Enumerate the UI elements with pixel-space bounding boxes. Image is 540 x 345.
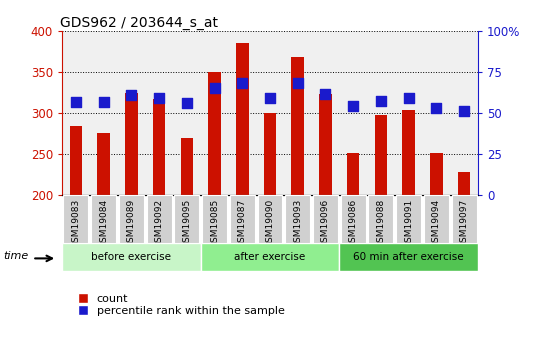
Bar <box>451 195 476 243</box>
Bar <box>64 195 89 243</box>
Text: after exercise: after exercise <box>234 252 306 262</box>
Bar <box>396 195 421 243</box>
Bar <box>424 195 449 243</box>
Point <box>210 86 219 91</box>
Bar <box>62 243 201 271</box>
Bar <box>339 243 478 271</box>
Bar <box>258 195 282 243</box>
Bar <box>97 133 110 195</box>
Text: GSM19094: GSM19094 <box>432 199 441 248</box>
Bar <box>70 126 82 195</box>
Point <box>376 98 385 104</box>
Point <box>127 92 136 98</box>
Bar <box>236 42 248 195</box>
Text: GSM19091: GSM19091 <box>404 199 413 248</box>
Bar <box>402 110 415 195</box>
Text: GSM19089: GSM19089 <box>127 199 136 248</box>
Text: GSM19083: GSM19083 <box>71 199 80 248</box>
Bar <box>368 195 393 243</box>
Legend: count, percentile rank within the sample: count, percentile rank within the sample <box>79 294 285 316</box>
Bar <box>153 99 165 195</box>
Point <box>183 100 191 106</box>
Bar <box>201 243 339 271</box>
Text: GSM19087: GSM19087 <box>238 199 247 248</box>
Bar <box>375 116 387 195</box>
Bar <box>264 113 276 195</box>
Text: GSM19093: GSM19093 <box>293 199 302 248</box>
Text: GSM19090: GSM19090 <box>266 199 274 248</box>
Bar <box>91 195 116 243</box>
Bar <box>202 195 227 243</box>
Text: GSM19085: GSM19085 <box>210 199 219 248</box>
Text: before exercise: before exercise <box>91 252 171 262</box>
Bar <box>458 172 470 195</box>
Text: GSM19096: GSM19096 <box>321 199 330 248</box>
Bar <box>208 72 221 195</box>
Text: GSM19095: GSM19095 <box>183 199 191 248</box>
Text: GSM19086: GSM19086 <box>349 199 357 248</box>
Bar <box>347 153 360 195</box>
Bar <box>125 92 138 195</box>
Bar <box>341 195 366 243</box>
Point <box>404 96 413 101</box>
Bar <box>230 195 255 243</box>
Point <box>155 96 164 101</box>
Point <box>293 80 302 86</box>
Point <box>99 100 108 105</box>
Text: GSM19084: GSM19084 <box>99 199 108 248</box>
Text: GSM19088: GSM19088 <box>376 199 386 248</box>
Point <box>321 91 330 97</box>
Bar <box>292 57 304 195</box>
Point <box>238 81 247 86</box>
Bar <box>147 195 172 243</box>
Point <box>72 100 80 105</box>
Text: GSM19097: GSM19097 <box>460 199 469 248</box>
Point <box>432 105 441 111</box>
Bar <box>430 153 443 195</box>
Text: 60 min after exercise: 60 min after exercise <box>353 252 464 262</box>
Text: time: time <box>3 251 29 260</box>
Point <box>460 109 468 114</box>
Bar <box>174 195 199 243</box>
Point <box>349 104 357 109</box>
Bar <box>180 138 193 195</box>
Text: GSM19092: GSM19092 <box>154 199 164 248</box>
Bar <box>119 195 144 243</box>
Point <box>266 96 274 101</box>
Bar <box>313 195 338 243</box>
Bar <box>319 94 332 195</box>
Text: GDS962 / 203644_s_at: GDS962 / 203644_s_at <box>60 16 218 30</box>
Bar <box>285 195 310 243</box>
